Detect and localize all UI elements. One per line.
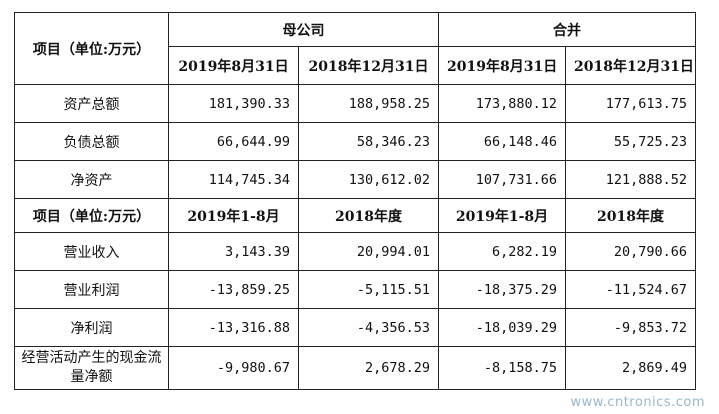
date-header: 2018年12月31日 <box>565 46 696 85</box>
value-cell: 58,346.23 <box>298 122 439 161</box>
row-label: 营业收入 <box>14 232 169 271</box>
date-header: 2019年8月31日 <box>438 46 566 85</box>
value-cell: -9,980.67 <box>168 346 299 390</box>
header-row-groups: 项目（单位:万元） 母公司 合并 <box>14 12 696 85</box>
table-row: 经营活动产生的现金流量净额 -9,980.67 2,678.29 -8,158.… <box>14 346 696 390</box>
value-cell: 66,148.46 <box>438 122 566 161</box>
value-cell: 114,745.34 <box>168 160 299 199</box>
value-cell: 130,612.02 <box>298 160 439 199</box>
table-row: 营业收入 3,143.39 20,994.01 6,282.19 20,790.… <box>14 232 696 271</box>
value-cell: 20,994.01 <box>298 232 439 271</box>
value-cell: 6,282.19 <box>438 232 566 271</box>
value-cell: 181,390.33 <box>168 84 299 123</box>
table-row: 资产总额 181,390.33 188,958.25 173,880.12 17… <box>14 84 696 123</box>
value-cell: 177,613.75 <box>565 84 696 123</box>
group-header-parent: 母公司 <box>168 12 439 47</box>
value-cell: 20,790.66 <box>565 232 696 271</box>
period-header: 2018年度 <box>298 198 439 233</box>
value-cell: -13,316.88 <box>168 308 299 347</box>
header-label-cell: 项目（单位:万元） <box>14 198 169 233</box>
row-label: 经营活动产生的现金流量净额 <box>14 346 169 390</box>
group-header-consolidated: 合并 <box>438 12 696 47</box>
table-row: 净资产 114,745.34 130,612.02 107,731.66 121… <box>14 160 696 199</box>
value-cell: 107,731.66 <box>438 160 566 199</box>
header-label-cell: 项目（单位:万元） <box>14 12 169 85</box>
value-cell: -8,158.75 <box>438 346 566 390</box>
row-label: 净资产 <box>14 160 169 199</box>
value-cell: 121,888.52 <box>565 160 696 199</box>
value-cell: -5,115.51 <box>298 270 439 309</box>
value-cell: -9,853.72 <box>565 308 696 347</box>
period-header: 2019年1-8月 <box>168 198 299 233</box>
header-row-periods: 项目（单位:万元） 2019年1-8月 2018年度 2019年1-8月 201… <box>14 198 696 233</box>
table-row: 净利润 -13,316.88 -4,356.53 -18,039.29 -9,8… <box>14 308 696 347</box>
row-label: 净利润 <box>14 308 169 347</box>
value-cell: 188,958.25 <box>298 84 439 123</box>
header-row-dates: 2019年8月31日 2018年12月31日 2019年8月31日 2018年1… <box>15 46 696 85</box>
value-cell: -13,859.25 <box>168 270 299 309</box>
row-label: 营业利润 <box>14 270 169 309</box>
period-header: 2018年度 <box>565 198 696 233</box>
value-cell: 55,725.23 <box>565 122 696 161</box>
date-header: 2018年12月31日 <box>298 46 439 85</box>
value-cell: 173,880.12 <box>438 84 566 123</box>
financial-table: 项目（单位:万元） 母公司 合并 2019年8月31日 2018年12月31日 … <box>14 12 696 390</box>
value-cell: 2,869.49 <box>565 346 696 390</box>
value-cell: 3,143.39 <box>168 232 299 271</box>
table-row: 负债总额 66,644.99 58,346.23 66,148.46 55,72… <box>14 122 696 161</box>
value-cell: -11,524.67 <box>565 270 696 309</box>
value-cell: 2,678.29 <box>298 346 439 390</box>
row-label: 资产总额 <box>14 84 169 123</box>
watermark: www.cntronics.com <box>570 395 705 410</box>
value-cell: -18,375.29 <box>438 270 566 309</box>
row-label: 负债总额 <box>14 122 169 161</box>
value-cell: -18,039.29 <box>438 308 566 347</box>
table-row: 营业利润 -13,859.25 -5,115.51 -18,375.29 -11… <box>14 270 696 309</box>
value-cell: -4,356.53 <box>298 308 439 347</box>
date-header: 2019年8月31日 <box>168 46 299 85</box>
period-header: 2019年1-8月 <box>438 198 566 233</box>
value-cell: 66,644.99 <box>168 122 299 161</box>
